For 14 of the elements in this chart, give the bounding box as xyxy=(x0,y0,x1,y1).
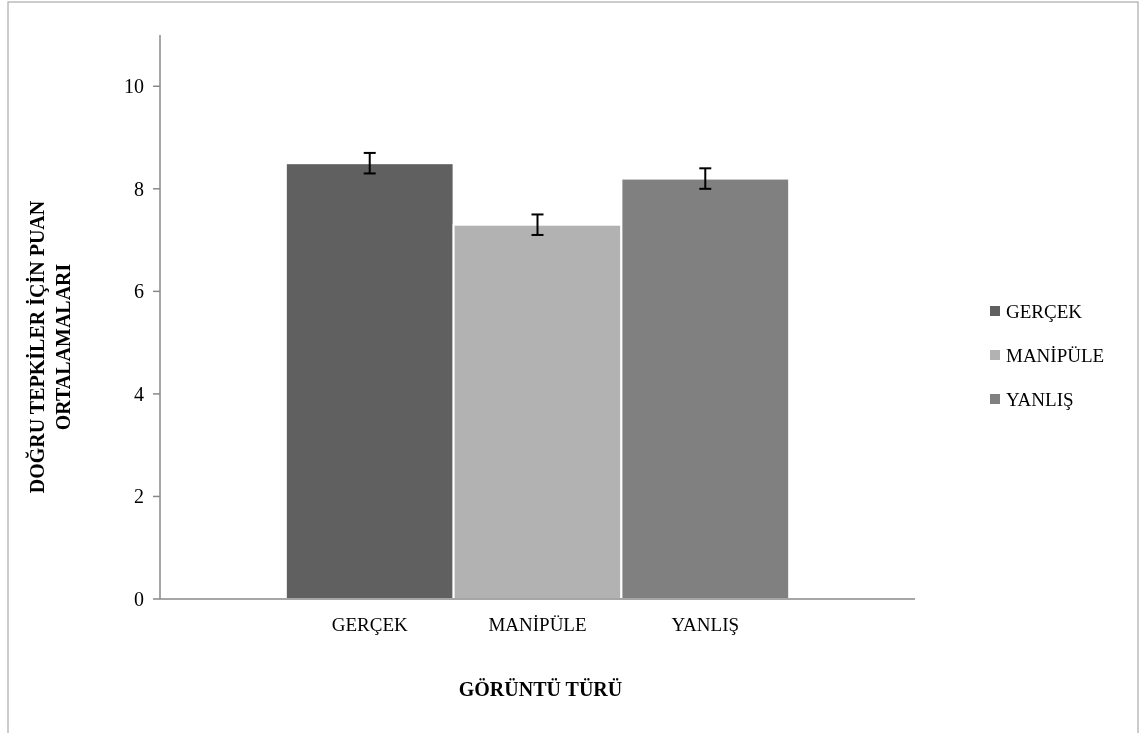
y-axis-title: DOĞRU TEPKİLER İÇİN PUAN ORTALAMALARI xyxy=(25,200,74,494)
y-tick-label: 0 xyxy=(134,588,144,610)
y-tick-label: 8 xyxy=(134,177,144,200)
x-axis-title: GÖRÜNTÜ TÜRÜ xyxy=(458,678,623,700)
legend-label: MANİPÜLE xyxy=(1006,344,1105,366)
y-tick-label: 6 xyxy=(134,280,144,303)
x-tick-label: GERÇEK xyxy=(331,614,408,635)
y-tick-label: 4 xyxy=(134,382,144,405)
x-tick-label: MANİPÜLE xyxy=(488,614,587,635)
legend-label: YANLIŞ xyxy=(1006,388,1074,410)
legend-label: GERÇEK xyxy=(1006,300,1083,322)
y-tick-label: 2 xyxy=(134,485,144,508)
y-tick-label: 10 xyxy=(124,75,144,98)
x-tick-label: YANLIŞ xyxy=(671,614,740,635)
